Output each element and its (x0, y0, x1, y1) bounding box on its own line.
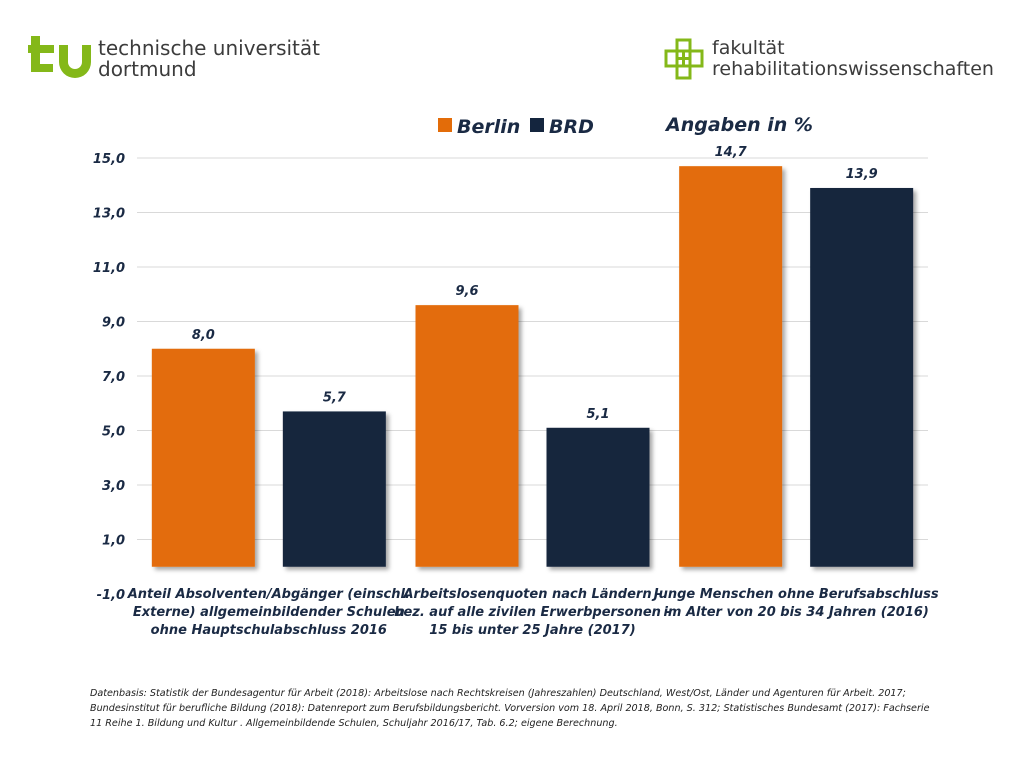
tu-dortmund-logo: technische universität dortmund (28, 36, 320, 82)
category-label-line: 15 bis unter 25 Jahre (2017) (429, 623, 635, 638)
source-line: Datenbasis: Statistik der Bundesagentur … (90, 688, 906, 699)
faculty-logo-line: fakultät (712, 37, 785, 59)
y-tick-label: 13,0 (93, 207, 125, 222)
y-tick-label: 11,0 (93, 261, 125, 276)
source-line: 11 Reihe 1. Bildung und Kultur . Allgeme… (90, 718, 618, 729)
bar-berlin (415, 305, 519, 567)
data-label: 13,9 (846, 167, 878, 182)
tu-logo-icon (28, 36, 91, 78)
faculty-logo: fakultät rehabilitationswissenschaften (664, 38, 994, 80)
faculty-cross-icon (664, 38, 704, 80)
legend-label-berlin: Berlin (457, 116, 520, 138)
source-line: Bundesinstitut für berufliche Bildung (2… (90, 703, 930, 714)
tu-logo-text: technische universität dortmund (98, 38, 320, 80)
category-label-line: ohne Hauptschulabschluss 2016 (151, 623, 387, 638)
y-tick-label: 5,0 (102, 425, 125, 440)
bar-chart: 15,0 13,0 11,0 9,0 7,0 5,0 3,0 1,0 -1,0 8,0 5,7 9,… (93, 114, 939, 638)
tu-logo-line: dortmund (98, 57, 197, 81)
bar-brd (810, 187, 914, 567)
y-tick-label: 7,0 (102, 370, 125, 385)
bar-brd (282, 411, 386, 567)
faculty-logo-line: rehabilitationswissenschaften (712, 58, 994, 80)
category-label: Junge Menschen ohne Berufsabschluss im Al… (651, 587, 939, 620)
category-label-line: Externe) allgemeinbildender Schulen (133, 605, 405, 620)
data-label: 14,7 (715, 145, 748, 160)
bar-berlin (679, 166, 783, 567)
category-label-line: Junge Menschen ohne Berufsabschluss (651, 587, 939, 602)
category-label: Anteil Absolventen/Abgänger (einschl. Ext… (127, 587, 410, 638)
data-label: 8,0 (192, 328, 215, 343)
y-tick-label: -1,0 (97, 588, 125, 603)
data-label: 9,6 (455, 284, 478, 299)
legend-label-brd: BRD (549, 116, 594, 138)
category-label-line: Anteil Absolventen/Abgänger (einschl. (127, 587, 410, 602)
y-tick-label: 9,0 (102, 316, 125, 331)
chart-subtitle: Angaben in % (664, 114, 813, 136)
faculty-logo-text: fakultät rehabilitationswissenschaften (712, 38, 994, 80)
category-label-line: Arbeitslosenquoten nach Ländern - (402, 587, 661, 602)
legend-swatch-berlin (438, 118, 452, 132)
category-label-line: im Alter von 20 bis 34 Jahren (2016) (663, 605, 928, 620)
source-note: Datenbasis: Statistik der Bundesagentur … (90, 686, 990, 731)
data-label: 5,7 (323, 390, 347, 405)
bar-berlin (151, 348, 255, 567)
data-label: 5,1 (586, 407, 609, 422)
legend-swatch-brd (530, 118, 544, 132)
tu-logo-line: technische universität (98, 36, 320, 60)
y-tick-label: 1,0 (102, 534, 125, 549)
bar-brd (546, 427, 650, 567)
category-label-line: bez. auf alle zivilen Erwerbpersonen - (394, 605, 671, 620)
category-label: Arbeitslosenquoten nach Ländern - bez. au… (394, 587, 671, 638)
y-tick-label: 3,0 (102, 479, 125, 494)
y-tick-label: 15,0 (93, 152, 125, 167)
